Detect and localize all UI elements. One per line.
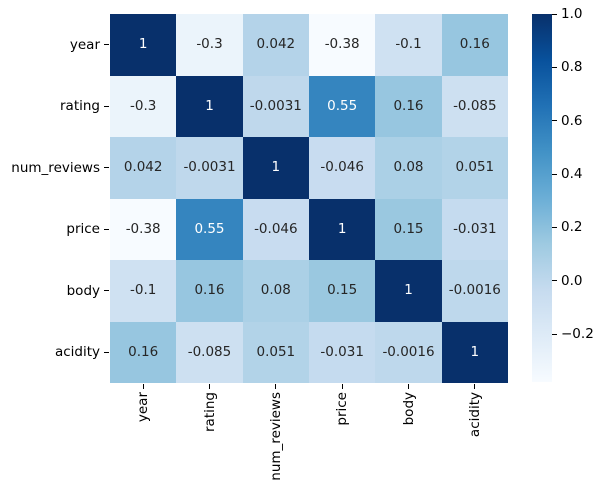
y-tick-mark bbox=[104, 44, 109, 46]
y-tick-label-rating: rating bbox=[60, 98, 100, 115]
heatmap-cell-rating-price: 0.55 bbox=[309, 75, 376, 137]
heatmap-cell-num_reviews-body: 0.08 bbox=[375, 137, 442, 199]
heatmap-cell-price-body: 0.15 bbox=[375, 198, 442, 260]
colorbar-tick-mark bbox=[552, 173, 557, 175]
colorbar-tick-label: 0.2 bbox=[561, 219, 583, 236]
y-tick-label-price: price bbox=[66, 221, 100, 238]
y-tick-mark bbox=[104, 228, 109, 230]
heatmap-cell-acidity-num_reviews: 0.051 bbox=[242, 321, 309, 383]
x-tick-label-year: year bbox=[135, 392, 152, 423]
heatmap-cell-acidity-acidity: 1 bbox=[441, 321, 508, 383]
x-tick-label-body: body bbox=[400, 392, 417, 426]
heatmap-cell-price-rating: 0.55 bbox=[176, 198, 243, 260]
heatmap-cell-acidity-rating: -0.085 bbox=[176, 321, 243, 383]
heatmap-cell-num_reviews-num_reviews: 1 bbox=[242, 137, 309, 199]
heatmap-cell-year-acidity: 0.16 bbox=[441, 14, 508, 76]
heatmap-grid: 1 -0.3 0.042 -0.38 -0.1 0.16 -0.3 1 -0.0031 0.55 0… bbox=[110, 14, 508, 383]
colorbar-tick-mark bbox=[552, 280, 557, 282]
heatmap-cell-price-acidity: -0.031 bbox=[441, 198, 508, 260]
heatmap-cell-rating-year: -0.3 bbox=[110, 75, 177, 137]
y-tick-mark bbox=[104, 351, 109, 353]
heatmap-cell-body-num_reviews: 0.08 bbox=[242, 260, 309, 322]
colorbar-tick-mark bbox=[552, 120, 557, 122]
y-tick-label-acidity: acidity bbox=[54, 344, 100, 361]
x-tick-mark bbox=[474, 384, 476, 389]
heatmap-cell-body-rating: 0.16 bbox=[176, 260, 243, 322]
heatmap-cell-year-rating: -0.3 bbox=[176, 14, 243, 76]
y-tick-mark bbox=[104, 105, 109, 107]
heatmap-cell-num_reviews-acidity: 0.051 bbox=[441, 137, 508, 199]
x-tick-mark bbox=[275, 384, 277, 389]
heatmap-cell-acidity-body: -0.0016 bbox=[375, 321, 442, 383]
heatmap-cell-price-price: 1 bbox=[309, 198, 376, 260]
colorbar-tick-label: 1.0 bbox=[561, 6, 583, 22]
heatmap-cell-body-acidity: -0.0016 bbox=[441, 260, 508, 322]
x-tick-label-acidity: acidity bbox=[466, 392, 483, 438]
y-tick-label-num_reviews: num_reviews bbox=[11, 159, 100, 176]
heatmap-cell-acidity-price: -0.031 bbox=[309, 321, 376, 383]
colorbar-tick-mark bbox=[552, 333, 557, 335]
heatmap-cell-year-year: 1 bbox=[110, 14, 177, 76]
heatmap-cell-acidity-year: 0.16 bbox=[110, 321, 177, 383]
heatmap-cell-rating-num_reviews: -0.0031 bbox=[242, 75, 309, 137]
heatmap-cell-body-year: -0.1 bbox=[110, 260, 177, 322]
heatmap-cell-price-year: -0.38 bbox=[110, 198, 177, 260]
heatmap-cell-rating-rating: 1 bbox=[176, 75, 243, 137]
heatmap-cell-year-num_reviews: 0.042 bbox=[242, 14, 309, 76]
x-tick-mark bbox=[341, 384, 343, 389]
y-tick-label-year: year bbox=[69, 36, 100, 53]
heatmap-cell-year-price: -0.38 bbox=[309, 14, 376, 76]
x-tick-label-price: price bbox=[334, 392, 351, 426]
y-tick-mark bbox=[104, 290, 109, 292]
colorbar-tick-label: 0.6 bbox=[561, 112, 583, 129]
colorbar bbox=[532, 14, 552, 382]
heatmap-cell-num_reviews-year: 0.042 bbox=[110, 137, 177, 199]
colorbar-tick-label: 0.4 bbox=[561, 166, 583, 182]
heatmap-cell-num_reviews-price: -0.046 bbox=[309, 137, 376, 199]
heatmap-cell-price-num_reviews: -0.046 bbox=[242, 198, 309, 260]
heatmap-cell-rating-body: 0.16 bbox=[375, 75, 442, 137]
x-tick-mark bbox=[209, 384, 210, 389]
x-tick-label-rating: rating bbox=[201, 392, 218, 432]
colorbar-tick-label: 0.0 bbox=[561, 272, 583, 289]
x-tick-mark bbox=[408, 384, 409, 389]
x-tick-mark bbox=[142, 384, 144, 389]
heatmap-cell-body-price: 0.15 bbox=[309, 260, 376, 322]
heatmap-cell-rating-acidity: -0.085 bbox=[441, 75, 508, 137]
colorbar-tick-mark bbox=[552, 66, 557, 68]
y-tick-label-body: body bbox=[66, 282, 100, 299]
colorbar-tick-label: −0.2 bbox=[561, 326, 594, 342]
heatmap-cell-year-body: -0.1 bbox=[375, 14, 442, 76]
colorbar-tick-mark bbox=[552, 226, 557, 228]
y-tick-mark bbox=[104, 167, 109, 169]
colorbar-tick-label: 0.8 bbox=[561, 59, 583, 76]
x-tick-label-num_reviews: num_reviews bbox=[267, 392, 284, 481]
heatmap-cell-num_reviews-rating: -0.0031 bbox=[176, 137, 243, 199]
heatmap-cell-body-body: 1 bbox=[375, 260, 442, 322]
colorbar-tick-mark bbox=[552, 13, 557, 15]
